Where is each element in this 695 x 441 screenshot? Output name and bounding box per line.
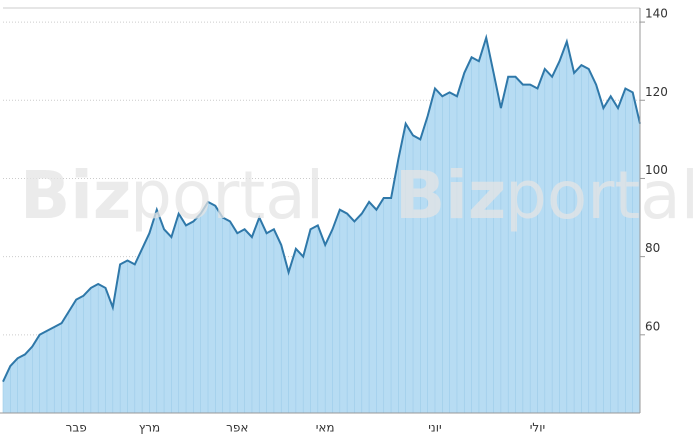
y-tick-label: 100 [645,163,668,177]
watermark-bold: Biz [20,157,131,234]
x-tick-label: מרץ [139,421,160,435]
y-tick-label: 120 [645,85,668,99]
watermark-light: portal [505,157,695,234]
x-tick-label: מאי [316,421,335,435]
area [3,37,640,413]
x-tick-label: יולי [530,421,545,435]
y-tick-label: 60 [645,319,660,333]
watermark-bold: Biz [395,157,506,234]
watermark-light: portal [130,157,324,234]
y-tick-label: 140 [645,7,668,21]
line [2,33,641,383]
plot [2,21,641,413]
x-tick-label: פבר [66,421,87,435]
x-tick-label: אפר [226,421,248,435]
y-tick-label: 80 [645,241,660,255]
x-tick-label: יוני [428,421,441,435]
